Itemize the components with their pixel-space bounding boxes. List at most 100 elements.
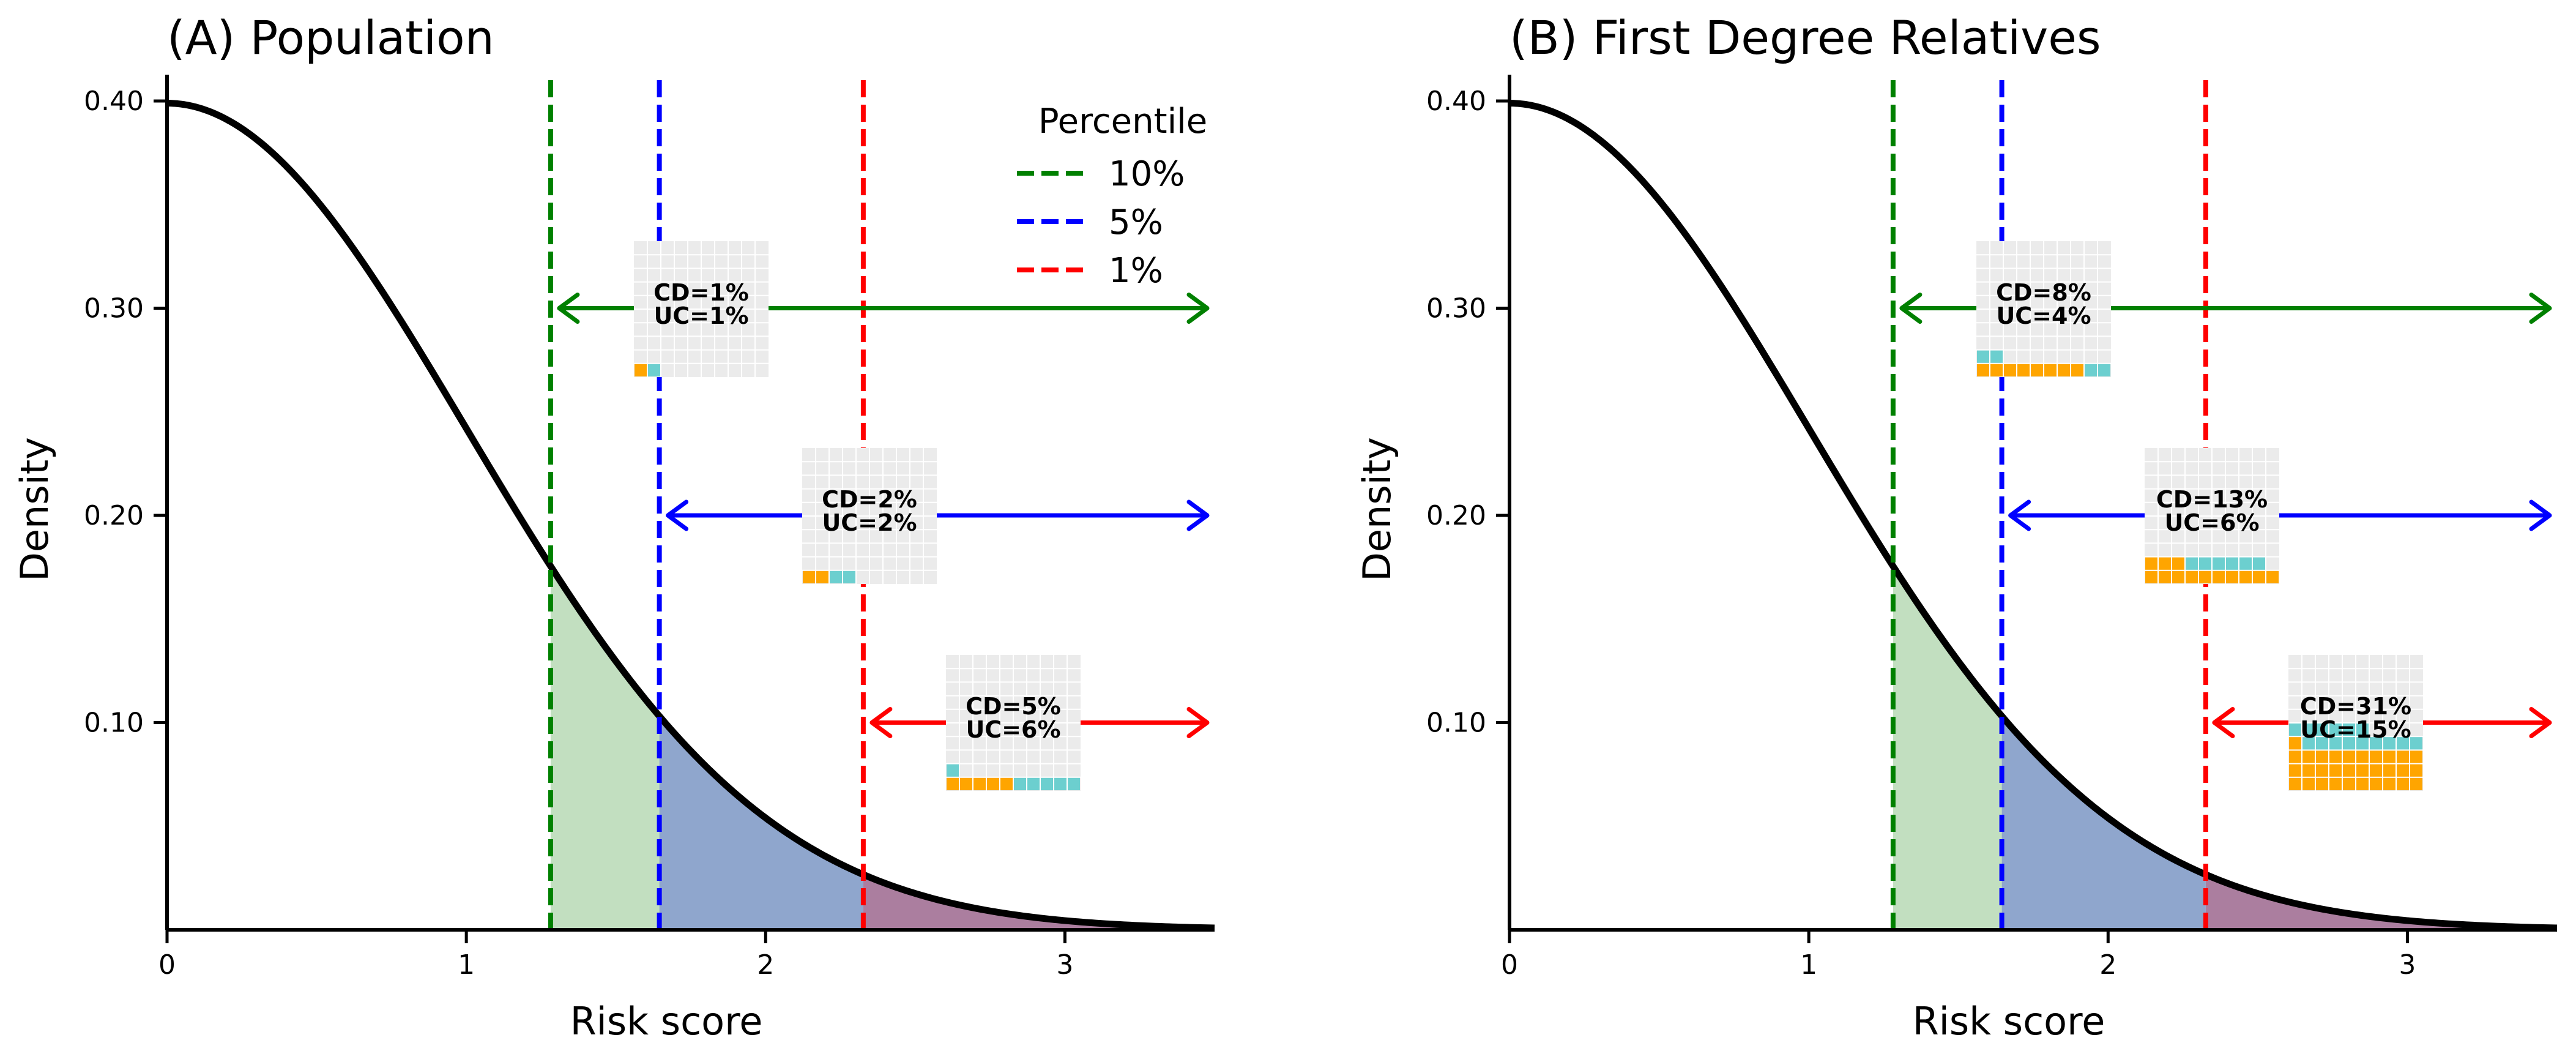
uc-square xyxy=(830,570,842,583)
waffle-box-5pct: CD=13%UC=6% xyxy=(2145,448,2279,584)
y-axis-label: Density xyxy=(12,437,57,581)
waffle-box-1pct: CD=5%UC=6% xyxy=(946,655,1081,791)
uc-square xyxy=(2356,737,2369,750)
cd-square xyxy=(2239,570,2252,583)
waffle-box-10pct: CD=8%UC=4% xyxy=(1976,241,2111,377)
cd-square xyxy=(2410,750,2422,763)
x-tick-label: 0 xyxy=(158,949,176,981)
cd-square xyxy=(2058,364,2070,376)
y-tick-label: 0.20 xyxy=(1426,500,1486,531)
cd-square xyxy=(2159,557,2171,570)
cd-square xyxy=(2017,364,2030,376)
uc-square xyxy=(2329,724,2342,736)
arrow-head-left xyxy=(869,707,893,738)
arrow-head-right xyxy=(2529,707,2552,738)
arrow-head-left xyxy=(2008,499,2031,531)
uc-square xyxy=(2370,737,2382,750)
cd-square xyxy=(2410,777,2422,790)
cd-square xyxy=(2316,764,2328,777)
x-tick-label: 2 xyxy=(2099,949,2116,981)
uc-label: UC=4% xyxy=(1996,302,2091,329)
y-tick-label: 0.40 xyxy=(84,86,144,117)
legend-label: 5% xyxy=(1109,203,1163,242)
uc-square xyxy=(2186,557,2198,570)
density-curve xyxy=(1509,100,2558,932)
cd-square xyxy=(2383,777,2395,790)
y-axis-label: Density xyxy=(1355,437,1399,581)
y-tick-label: 0.40 xyxy=(1426,86,1486,117)
cd-square xyxy=(2410,764,2422,777)
arrow-head-left xyxy=(1899,293,1923,324)
cd-square xyxy=(2370,777,2382,790)
uc-square xyxy=(2302,724,2315,736)
uc-square xyxy=(2239,557,2252,570)
cd-square xyxy=(2397,777,2409,790)
uc-square xyxy=(2410,737,2422,750)
uc-square xyxy=(843,570,855,583)
cd-square xyxy=(2383,750,2395,763)
legend-label: 10% xyxy=(1109,154,1185,194)
cd-square xyxy=(2044,364,2057,376)
shaded-area-1pct xyxy=(2205,874,2557,930)
uc-square xyxy=(947,764,959,777)
cd-square xyxy=(2397,764,2409,777)
uc-square xyxy=(2253,557,2265,570)
panel-title: (B) First Degree Relatives xyxy=(1509,10,2101,65)
cd-square xyxy=(2329,777,2342,790)
waffle-box-1pct: CD=31%UC=15% xyxy=(2288,655,2423,791)
uc-label: UC=1% xyxy=(653,302,748,329)
cd-square xyxy=(2289,777,2301,790)
cd-square xyxy=(2302,777,2315,790)
uc-label: UC=15% xyxy=(2300,716,2411,743)
cd-label: CD=31% xyxy=(2300,693,2411,720)
cd-square xyxy=(987,777,999,790)
uc-square xyxy=(2343,724,2355,736)
uc-square xyxy=(2302,737,2315,750)
waffle-box-10pct: CD=1%UC=1% xyxy=(634,241,769,377)
cd-square xyxy=(2316,777,2328,790)
cd-square xyxy=(1977,364,1989,376)
uc-square xyxy=(1014,777,1026,790)
x-axis-label: Risk score xyxy=(1913,999,2105,1044)
cd-square xyxy=(2004,364,2016,376)
waffle-box-5pct: CD=2%UC=2% xyxy=(802,448,937,584)
cd-square xyxy=(2329,764,2342,777)
x-tick-label: 3 xyxy=(1056,949,1073,981)
x-tick-label: 2 xyxy=(757,949,774,981)
arrow-head-left xyxy=(2212,707,2235,738)
cd-square xyxy=(816,570,828,583)
panel-first-degree-relatives: 0 1 2 3 0.10 0.20 0.30 0.40 Risk score Density (B)… xyxy=(1355,10,2558,1044)
cd-square xyxy=(2145,570,2157,583)
cd-label: CD=1% xyxy=(653,279,749,306)
x-axis-label: Risk score xyxy=(570,999,763,1044)
x-tick-label: 1 xyxy=(1800,949,1817,981)
cd-square xyxy=(2356,750,2369,763)
cd-square xyxy=(2316,750,2328,763)
cd-square xyxy=(2071,364,2083,376)
shaded-area-10pct xyxy=(550,566,660,930)
cd-square xyxy=(2397,750,2409,763)
uc-square xyxy=(1990,350,2003,363)
uc-square xyxy=(2085,364,2097,376)
cd-square xyxy=(2343,750,2355,763)
x-tick-label: 0 xyxy=(1501,949,1518,981)
cd-square xyxy=(2302,764,2315,777)
cd-square xyxy=(2199,570,2211,583)
range-arrow-5pct xyxy=(666,499,1210,531)
arrow-head-left xyxy=(666,499,689,531)
uc-square xyxy=(2329,737,2342,750)
cd-square xyxy=(2289,750,2301,763)
arrow-head-right xyxy=(1186,499,1210,531)
arrow-head-right xyxy=(1186,707,1210,738)
cd-square xyxy=(2031,364,2043,376)
cd-square xyxy=(2343,764,2355,777)
y-tick-label: 0.10 xyxy=(1426,708,1486,739)
cd-square xyxy=(947,777,959,790)
shaded-area-5pct xyxy=(2001,716,2206,930)
uc-square xyxy=(2226,557,2238,570)
uc-square xyxy=(2199,557,2211,570)
cd-square xyxy=(2383,764,2395,777)
cd-square xyxy=(2172,557,2184,570)
uc-square xyxy=(1068,777,1080,790)
